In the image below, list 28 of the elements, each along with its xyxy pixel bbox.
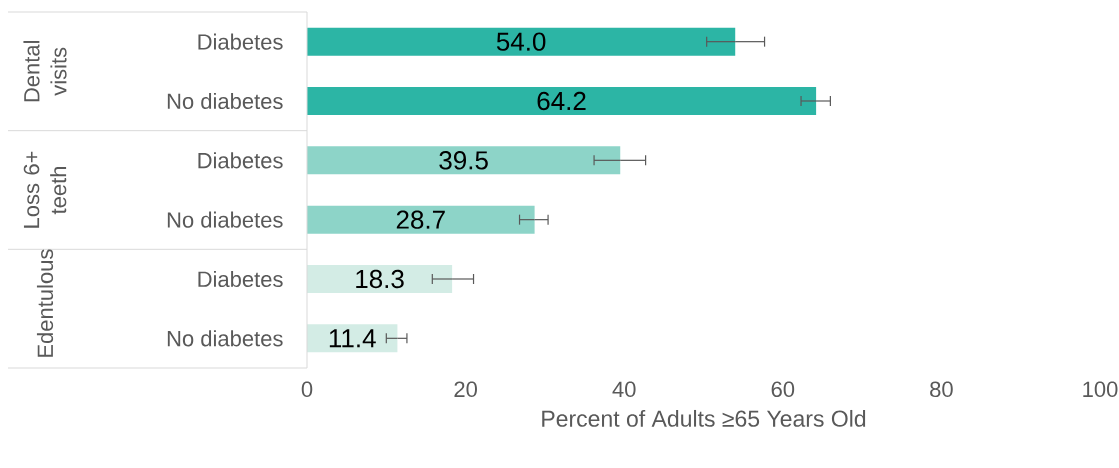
y-tick-label: No diabetes xyxy=(167,211,283,228)
x-tick-label: 0 xyxy=(301,381,313,398)
y-tick-label: Diabetes xyxy=(198,152,283,169)
text: Dental visits xyxy=(23,41,67,102)
data-label: 54.0 xyxy=(496,32,546,51)
x-tick-label: 80 xyxy=(930,381,953,398)
x-axis-title: Percent of Adults ≥65 Years Old xyxy=(542,409,866,427)
bar xyxy=(307,264,453,293)
data-label: 11.4 xyxy=(329,329,376,348)
bar xyxy=(307,87,817,115)
data-label: 39.5 xyxy=(439,151,488,170)
bar xyxy=(307,324,398,353)
x-tick-label: 60 xyxy=(771,381,795,398)
bar xyxy=(307,146,621,175)
data-label: 64.2 xyxy=(537,91,586,111)
x-tick-label: 40 xyxy=(612,381,636,398)
y-tick-label: Diabetes xyxy=(198,270,283,288)
y-tick-label: No diabetes xyxy=(167,330,283,347)
x-tick-label: 20 xyxy=(454,381,477,398)
text: Loss 6+ teeth xyxy=(23,151,67,228)
bar xyxy=(307,27,736,56)
text: Edentulous xyxy=(36,249,54,357)
data-label: 18.3 xyxy=(356,269,404,289)
x-tick-label: 100 xyxy=(1083,381,1118,398)
y-tick-label: No diabetes xyxy=(167,92,283,110)
bar xyxy=(307,205,535,234)
data-label: 28.7 xyxy=(396,210,445,229)
y-tick-label: Diabetes xyxy=(198,33,283,50)
